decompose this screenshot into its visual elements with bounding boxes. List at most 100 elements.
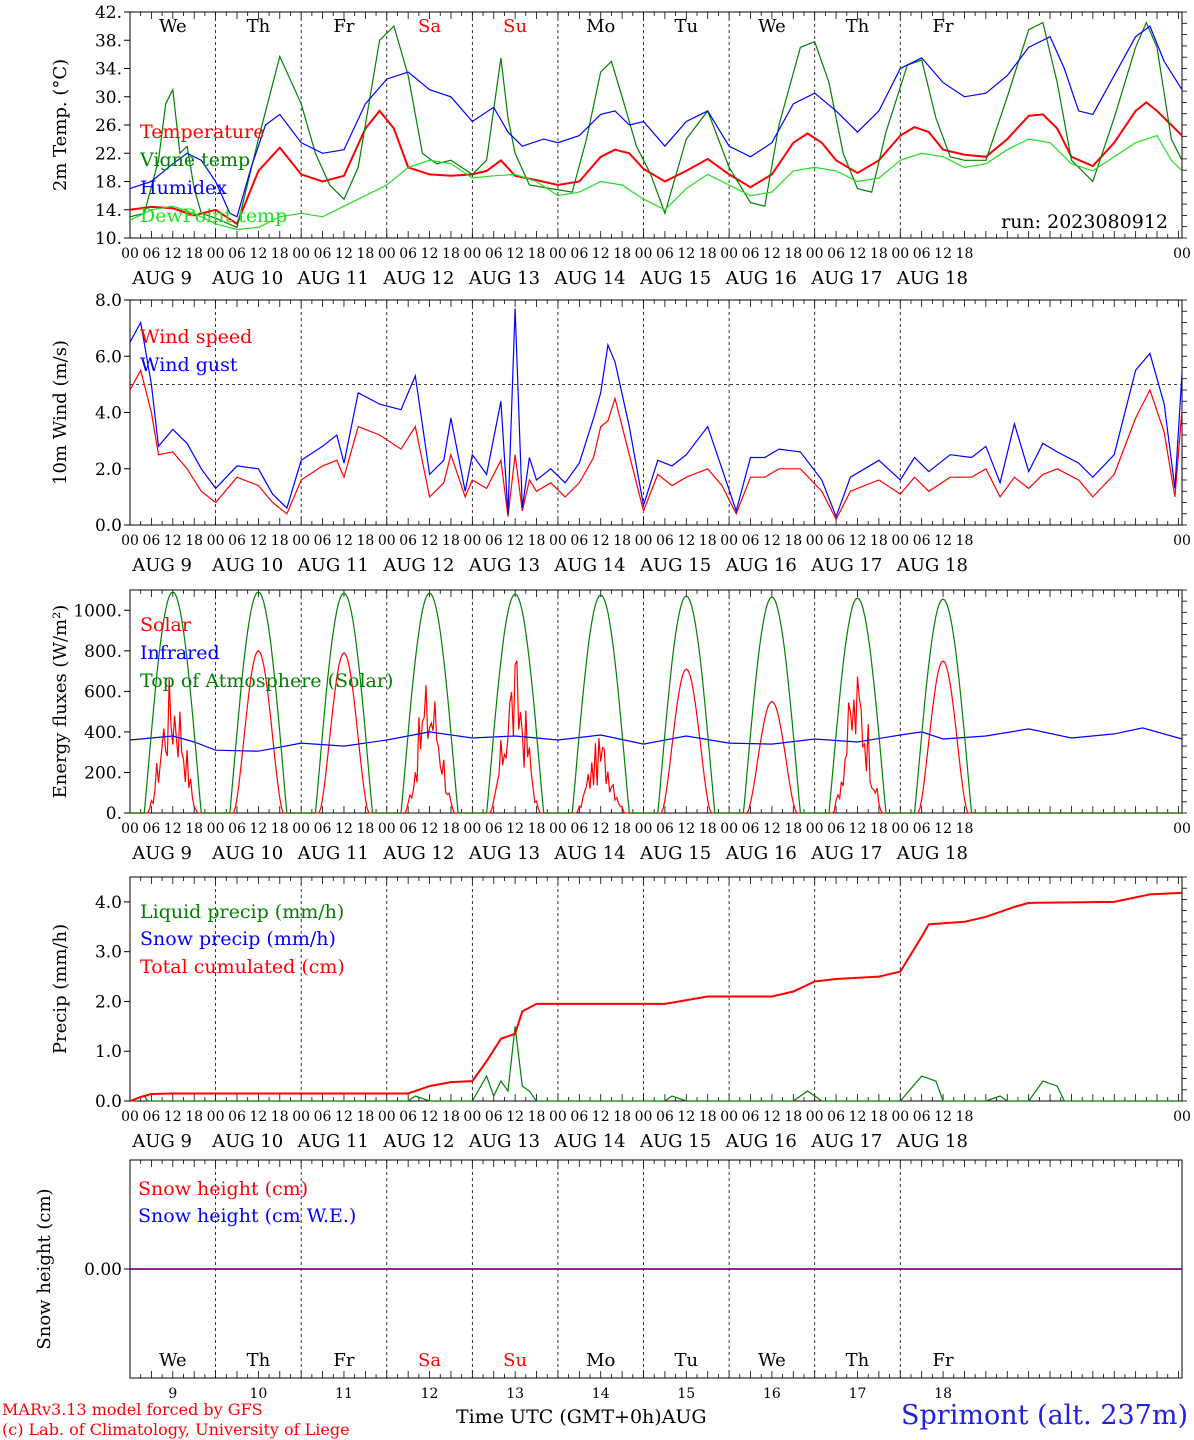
hour-tick-label: 18 (442, 821, 460, 837)
hour-tick-label: 18 (528, 246, 546, 262)
y-tick-label: 0.0 (95, 1092, 122, 1112)
series-line (129, 134, 1183, 231)
hour-tick-label: 06 (742, 1109, 760, 1125)
hour-tick-label: 00 (806, 821, 824, 837)
hour-tick-label: 06 (314, 246, 332, 262)
hour-tick-label: 00 (1173, 821, 1191, 837)
day-name: We (159, 16, 187, 37)
date-label: AUG 17 (810, 1131, 882, 1152)
hour-tick-label: 18 (528, 821, 546, 837)
y-tick-label: 14. (95, 201, 122, 221)
hour-tick-label: 06 (742, 533, 760, 549)
hour-tick-label: 06 (913, 821, 931, 837)
hour-tick-label: 12 (763, 533, 781, 549)
day-name: Fr (333, 1350, 354, 1371)
y-tick-label: 26. (95, 116, 122, 136)
y-tick-label: 10. (95, 229, 122, 249)
hour-tick-label: 00 (720, 1109, 738, 1125)
y-axis-label: 10m Wind (m/s) (50, 340, 71, 485)
hour-tick-label: 12 (506, 533, 524, 549)
hour-tick-label: 12 (506, 821, 524, 837)
hour-tick-label: 06 (570, 246, 588, 262)
hour-tick-label: 00 (378, 246, 396, 262)
run-annotation: run: 2023080912 (1001, 211, 1168, 233)
hour-tick-label: 06 (913, 533, 931, 549)
hour-tick-label: 00 (463, 533, 481, 549)
hour-tick-label: 00 (1173, 1109, 1191, 1125)
hour-tick-label: 12 (249, 533, 267, 549)
date-label: AUG 18 (896, 843, 968, 864)
hour-tick-label: 00 (891, 1109, 909, 1125)
legend-entry: Snow precip (mm/h) (140, 928, 336, 950)
hour-tick-label: 12 (164, 821, 182, 837)
hour-tick-label: 06 (656, 1109, 674, 1125)
hour-tick-label: 12 (421, 1109, 439, 1125)
legend-entry: Temperature (140, 121, 264, 143)
hour-tick-label: 06 (142, 533, 160, 549)
hour-tick-label: 06 (656, 246, 674, 262)
hour-tick-label: 12 (763, 1109, 781, 1125)
y-tick-label: 18. (95, 173, 122, 193)
y-tick-label: 0. (106, 804, 122, 824)
date-label: AUG 11 (297, 555, 369, 576)
date-label: AUG 15 (639, 1131, 711, 1152)
y-tick-label: 2.0 (95, 460, 122, 480)
date-label: AUG 15 (639, 843, 711, 864)
hour-tick-label: 18 (613, 246, 631, 262)
hour-tick-label: 18 (356, 533, 374, 549)
hour-tick-label: 12 (849, 821, 867, 837)
hour-tick-label: 12 (506, 246, 524, 262)
date-label: AUG 10 (211, 843, 283, 864)
hour-tick-label: 12 (164, 533, 182, 549)
hour-tick-label: 12 (335, 1109, 353, 1125)
hour-tick-label: 00 (463, 821, 481, 837)
hour-tick-label: 00 (292, 821, 310, 837)
hour-tick-label: 18 (613, 1109, 631, 1125)
y-tick-label: 2.0 (95, 992, 122, 1012)
hour-tick-label: 12 (592, 533, 610, 549)
hour-tick-label: 18 (271, 821, 289, 837)
day-name: Sa (418, 1350, 441, 1371)
legend-entry: Infrared (140, 642, 220, 664)
y-tick-label: 4.0 (95, 404, 122, 424)
hour-tick-label: 06 (228, 533, 246, 549)
y-tick-label: 6.0 (95, 347, 122, 367)
day-name: Sa (418, 16, 441, 37)
y-tick-label: 0.00 (84, 1260, 122, 1280)
hour-tick-label: 00 (806, 533, 824, 549)
hour-tick-label: 12 (335, 246, 353, 262)
hour-tick-label: 18 (784, 1109, 802, 1125)
hour-tick-label: 00 (635, 533, 653, 549)
hour-tick-label: 00 (207, 1109, 225, 1125)
hour-tick-label: 18 (956, 1109, 974, 1125)
hour-tick-label: 12 (934, 821, 952, 837)
hour-tick-label: 12 (249, 246, 267, 262)
hour-tick-label: 00 (549, 533, 567, 549)
hour-tick-label: 12 (249, 1109, 267, 1125)
hour-tick-label: 18 (442, 533, 460, 549)
day-name: Th (247, 16, 271, 37)
hour-tick-label: 18 (271, 246, 289, 262)
legend-entry: Snow height (cm W.E.) (138, 1205, 356, 1227)
series-line (129, 25, 1183, 218)
hour-tick-label: 06 (228, 246, 246, 262)
y-tick-label: 8.0 (95, 291, 122, 311)
hour-tick-label: 18 (442, 246, 460, 262)
day-number: 14 (592, 1386, 610, 1402)
hour-tick-label: 12 (849, 1109, 867, 1125)
hour-tick-label: 06 (827, 821, 845, 837)
hour-tick-label: 00 (891, 246, 909, 262)
legend-entry: Wind gust (140, 354, 238, 376)
hour-tick-label: 18 (185, 1109, 203, 1125)
hour-tick-label: 12 (934, 1109, 952, 1125)
hour-tick-label: 06 (827, 246, 845, 262)
hour-tick-label: 00 (121, 1109, 139, 1125)
lab-line: (c) Lab. of Climatology, University of L… (2, 1420, 350, 1439)
hour-tick-label: 06 (314, 1109, 332, 1125)
y-tick-label: 3.0 (95, 943, 122, 963)
date-label: AUG 18 (896, 1131, 968, 1152)
y-tick-label: 38. (95, 31, 122, 51)
day-number: 13 (506, 1386, 524, 1402)
legend-entry: Snow height (cm) (138, 1178, 308, 1200)
hour-tick-label: 00 (720, 533, 738, 549)
